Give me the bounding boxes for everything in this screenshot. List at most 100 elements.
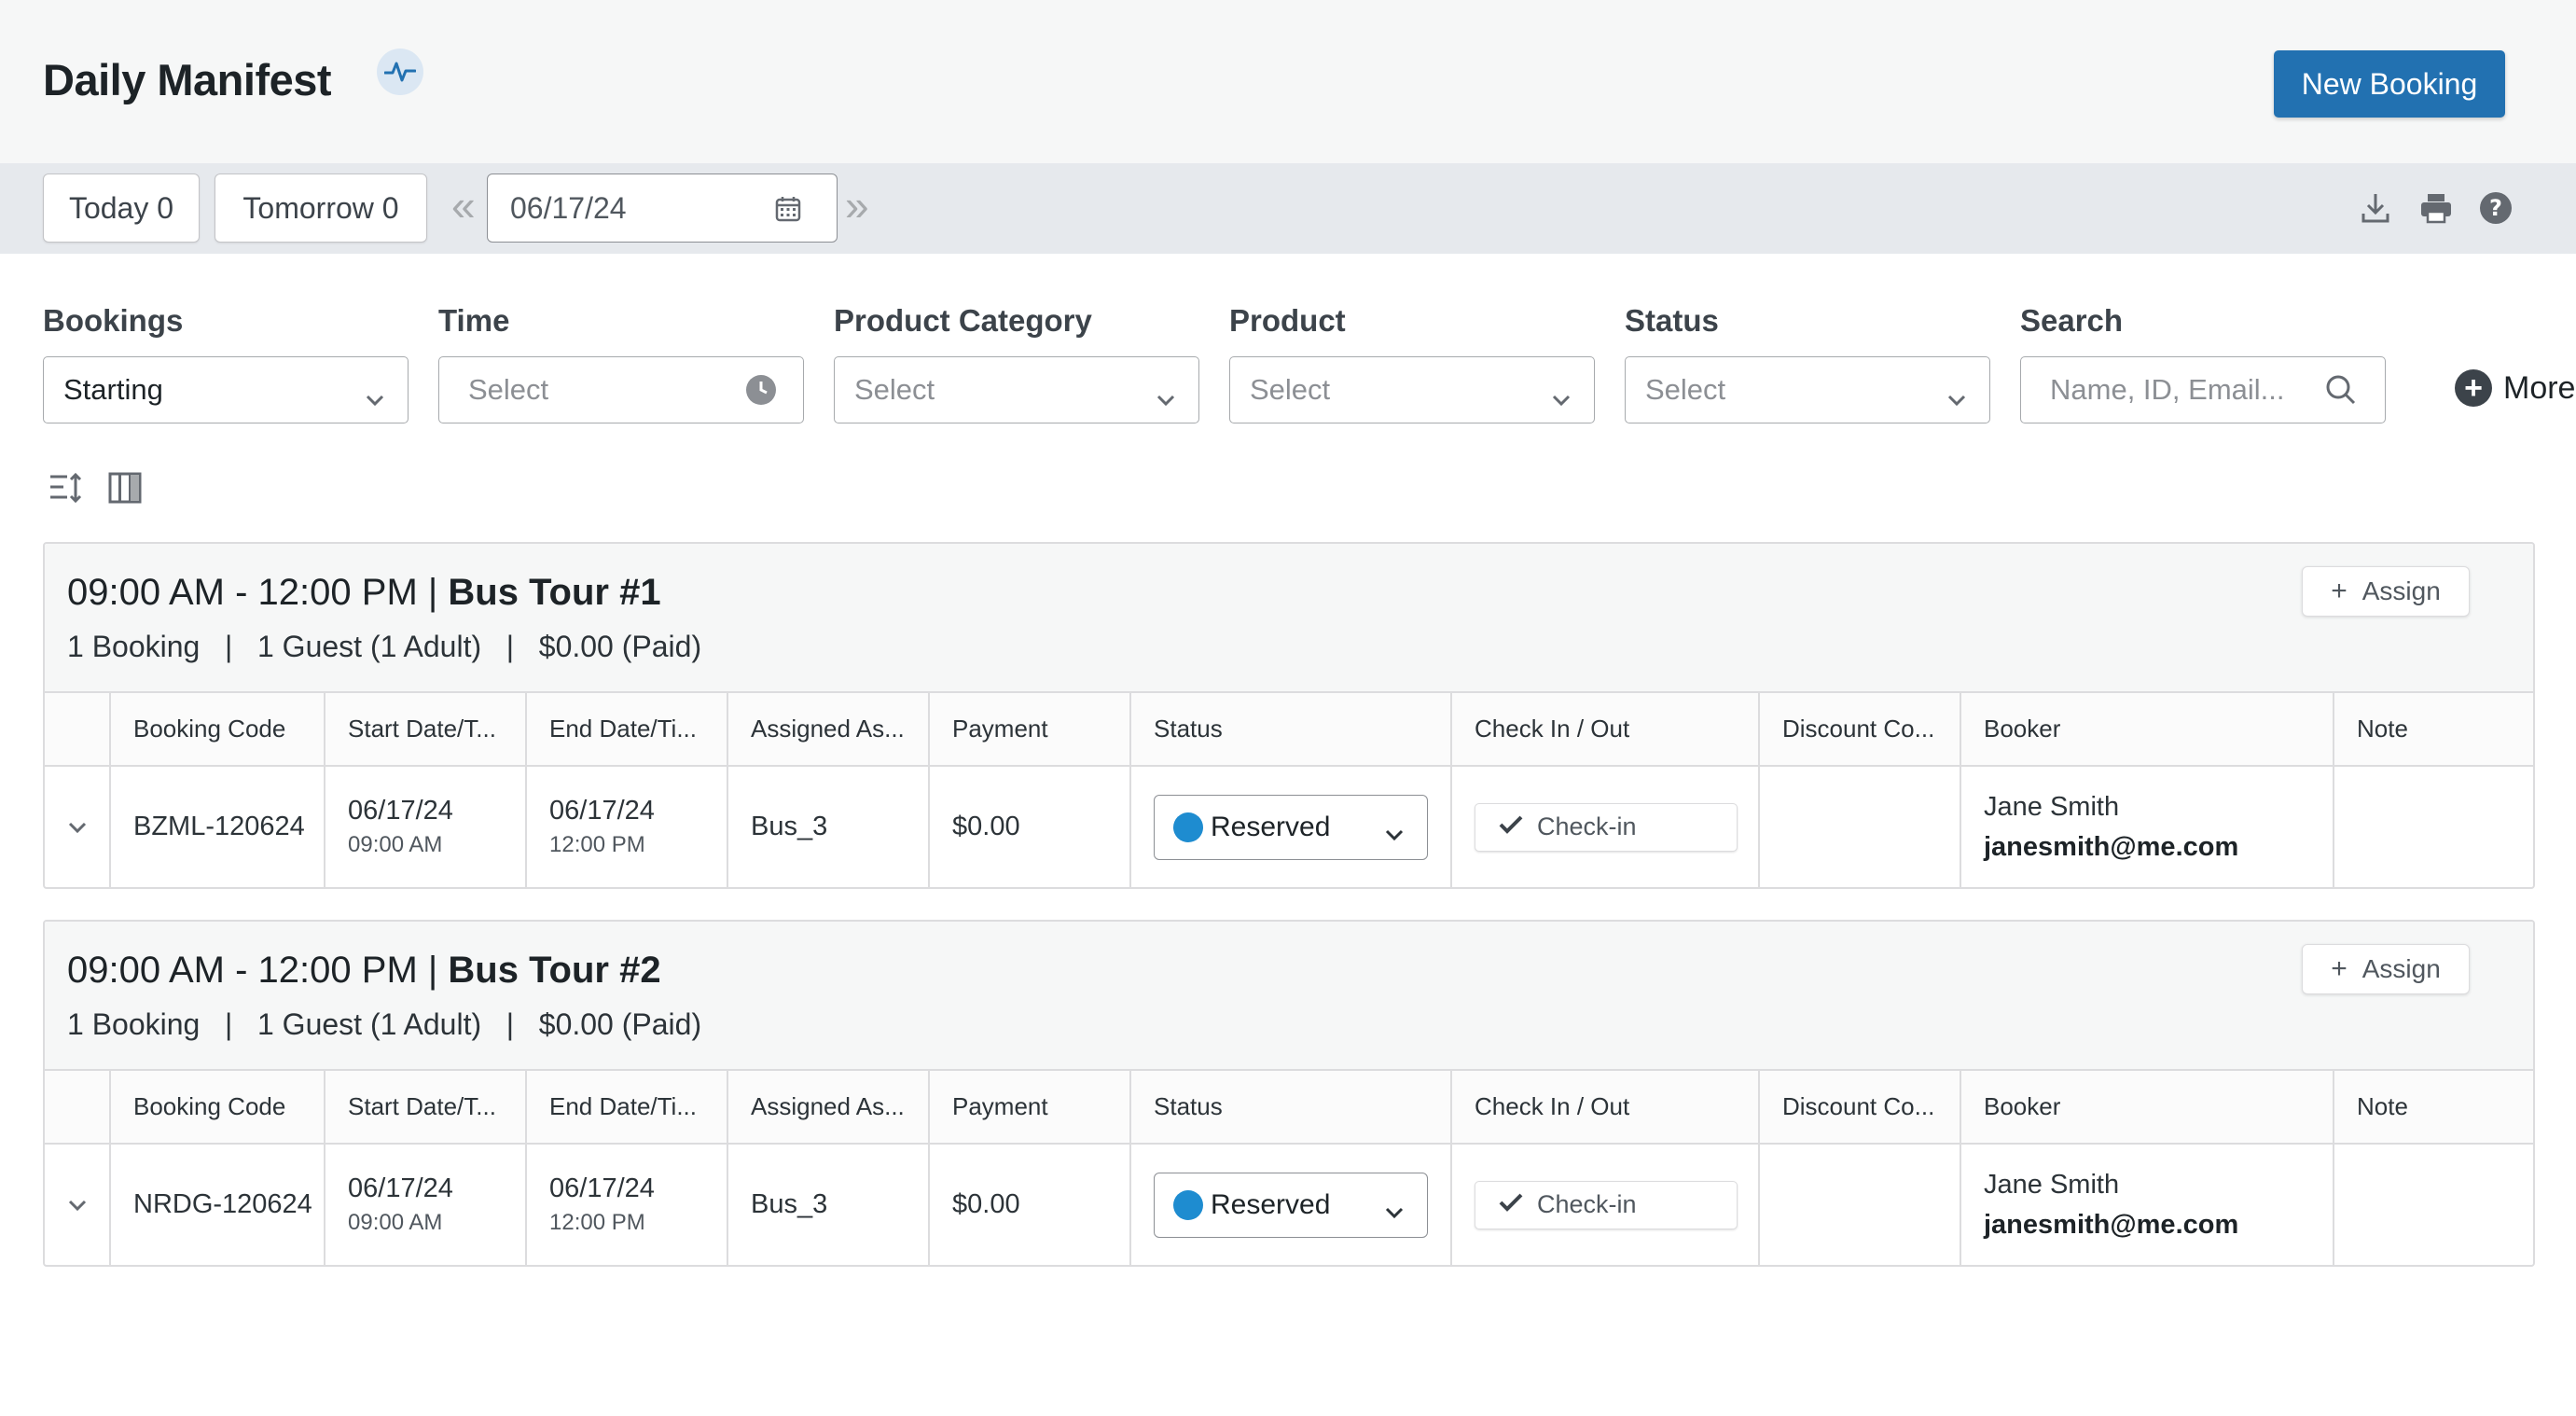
tour-name: Bus Tour #1 bbox=[448, 572, 661, 613]
checkin-button[interactable]: Check-in bbox=[1475, 1180, 1738, 1229]
chevron-down-icon bbox=[1156, 382, 1176, 415]
column-header[interactable]: End Date/Ti... bbox=[526, 693, 728, 767]
time-filter-label: Time bbox=[438, 303, 510, 338]
product-category-filter-select[interactable]: Select bbox=[834, 356, 1199, 423]
next-day-button[interactable]: » bbox=[845, 181, 869, 229]
product-filter-select[interactable]: Select bbox=[1229, 356, 1595, 423]
assigned-asset: Bus_3 bbox=[727, 1144, 930, 1265]
column-header[interactable]: Booking Code bbox=[110, 693, 325, 767]
chevron-down-icon bbox=[1551, 382, 1572, 415]
tour-summary: 1 Booking | 1 Guest (1 Adult) | $0.00 (P… bbox=[67, 630, 702, 663]
column-header[interactable]: Status bbox=[1130, 1071, 1452, 1145]
column-header[interactable]: Start Date/T... bbox=[325, 1071, 527, 1145]
discount-code bbox=[1759, 1144, 1961, 1265]
plus-icon: + bbox=[2331, 576, 2347, 606]
table-row: BZML-120624 06/17/24 09:00 AM 06/17/24 12:… bbox=[45, 766, 2533, 887]
column-header[interactable]: Payment bbox=[929, 693, 1131, 767]
column-header[interactable]: Note bbox=[2334, 1071, 2533, 1145]
column-header[interactable]: Discount Co... bbox=[1759, 693, 1961, 767]
status-filter-label: Status bbox=[1625, 303, 1719, 338]
assign-label: Assign bbox=[2361, 954, 2441, 983]
column-header[interactable]: Assigned As... bbox=[727, 1071, 930, 1145]
status-value: Reserved bbox=[1211, 811, 1331, 842]
new-booking-button[interactable]: New Booking bbox=[2274, 50, 2505, 118]
time-filter-placeholder: Select bbox=[468, 373, 549, 406]
today-button[interactable]: Today 0 bbox=[43, 174, 200, 243]
product-filter-placeholder: Select bbox=[1250, 373, 1331, 406]
assign-button[interactable]: + Assign bbox=[2302, 944, 2470, 994]
start-date: 06/17/24 bbox=[348, 796, 453, 826]
tour-time: 09:00 AM - 12:00 PM | bbox=[67, 950, 449, 991]
date-picker-input[interactable]: 06/17/24 bbox=[487, 174, 838, 243]
status-value: Reserved bbox=[1211, 1188, 1331, 1220]
table-header-row: Booking Code Start Date/T... End Date/Ti… bbox=[45, 693, 2533, 767]
product-category-filter-placeholder: Select bbox=[854, 373, 935, 406]
tour-group-title: 09:00 AM - 12:00 PM | Bus Tour #1 bbox=[67, 572, 661, 614]
column-header[interactable]: Status bbox=[1130, 693, 1452, 767]
previous-day-button[interactable]: « bbox=[451, 181, 476, 229]
download-icon[interactable] bbox=[2360, 191, 2391, 229]
help-icon[interactable]: ? bbox=[2479, 191, 2513, 229]
expand-row-button[interactable] bbox=[45, 766, 111, 887]
booker-email[interactable]: janesmith@me.com bbox=[1984, 1209, 2239, 1240]
bookings-filter-select[interactable]: Starting bbox=[43, 356, 409, 423]
note-cell bbox=[2334, 766, 2533, 887]
time-filter-select[interactable]: Select bbox=[438, 356, 804, 423]
sort-icon[interactable] bbox=[48, 472, 84, 508]
booking-code[interactable]: BZML-120624 bbox=[110, 766, 325, 887]
tour-group-header: 09:00 AM - 12:00 PM | Bus Tour #2 1 Book… bbox=[45, 922, 2533, 1071]
search-label: Search bbox=[2020, 303, 2124, 338]
booker-name: Jane Smith bbox=[1984, 1169, 2120, 1200]
column-header[interactable]: Start Date/T... bbox=[325, 693, 527, 767]
status-cell: Reserved bbox=[1130, 766, 1452, 887]
date-value: 06/17/24 bbox=[510, 190, 627, 225]
column-header[interactable]: Booking Code bbox=[110, 1071, 325, 1145]
booker-name: Jane Smith bbox=[1984, 791, 2120, 822]
column-header[interactable]: Note bbox=[2334, 693, 2533, 767]
expand-row-button[interactable] bbox=[45, 1144, 111, 1265]
search-placeholder: Name, ID, Email... bbox=[2050, 373, 2285, 406]
assigned-asset: Bus_3 bbox=[727, 766, 930, 887]
column-header[interactable]: Check In / Out bbox=[1451, 693, 1760, 767]
activity-pulse-icon[interactable] bbox=[377, 49, 423, 95]
bookings-filter-label: Bookings bbox=[43, 303, 184, 338]
page-title: Daily Manifest bbox=[43, 55, 332, 104]
tour-group-title: 09:00 AM - 12:00 PM | Bus Tour #2 bbox=[67, 950, 661, 992]
column-header[interactable]: Discount Co... bbox=[1759, 1071, 1961, 1145]
column-header[interactable]: Assigned As... bbox=[727, 693, 930, 767]
chevron-down-icon bbox=[1946, 382, 1967, 415]
payment-amount: $0.00 bbox=[929, 766, 1131, 887]
search-input[interactable]: Name, ID, Email... bbox=[2020, 356, 2386, 423]
more-filters-button[interactable]: + More bbox=[2455, 369, 2575, 407]
search-icon[interactable] bbox=[2325, 374, 2357, 413]
checkin-button[interactable]: Check-in bbox=[1475, 802, 1738, 852]
start-time: 09:00 AM bbox=[348, 1210, 443, 1235]
column-header[interactable]: Check In / Out bbox=[1451, 1071, 1760, 1145]
tomorrow-button[interactable]: Tomorrow 0 bbox=[215, 174, 427, 243]
booker-cell: Jane Smith janesmith@me.com bbox=[1960, 766, 2334, 887]
start-datetime-cell: 06/17/24 09:00 AM bbox=[325, 1144, 527, 1265]
chevron-down-icon bbox=[365, 382, 385, 415]
checkin-label: Check-in bbox=[1537, 812, 1637, 840]
checkmark-icon bbox=[1498, 1190, 1524, 1219]
table-header-row: Booking Code Start Date/T... End Date/Ti… bbox=[45, 1071, 2533, 1145]
status-select[interactable]: Reserved bbox=[1154, 794, 1428, 860]
status-select[interactable]: Reserved bbox=[1154, 1172, 1428, 1238]
booking-code[interactable]: NRDG-120624 bbox=[110, 1144, 325, 1265]
columns-icon[interactable] bbox=[108, 472, 142, 508]
plus-icon: + bbox=[2331, 953, 2347, 984]
tour-group: 09:00 AM - 12:00 PM | Bus Tour #1 1 Book… bbox=[43, 542, 2535, 889]
column-header[interactable]: Booker bbox=[1960, 1071, 2334, 1145]
calendar-icon[interactable] bbox=[775, 195, 801, 229]
column-header[interactable]: Booker bbox=[1960, 693, 2334, 767]
end-time: 12:00 PM bbox=[549, 1210, 645, 1235]
assign-button[interactable]: + Assign bbox=[2302, 566, 2470, 617]
date-navigation-bar: Today 0 Tomorrow 0 « 06/17/24 » ? bbox=[0, 163, 2576, 254]
booker-email[interactable]: janesmith@me.com bbox=[1984, 831, 2239, 862]
start-datetime-cell: 06/17/24 09:00 AM bbox=[325, 766, 527, 887]
print-icon[interactable] bbox=[2419, 191, 2453, 229]
column-header[interactable]: Payment bbox=[929, 1071, 1131, 1145]
column-header[interactable]: End Date/Ti... bbox=[526, 1071, 728, 1145]
product-category-filter-label: Product Category bbox=[834, 303, 1092, 338]
status-filter-select[interactable]: Select bbox=[1625, 356, 1990, 423]
